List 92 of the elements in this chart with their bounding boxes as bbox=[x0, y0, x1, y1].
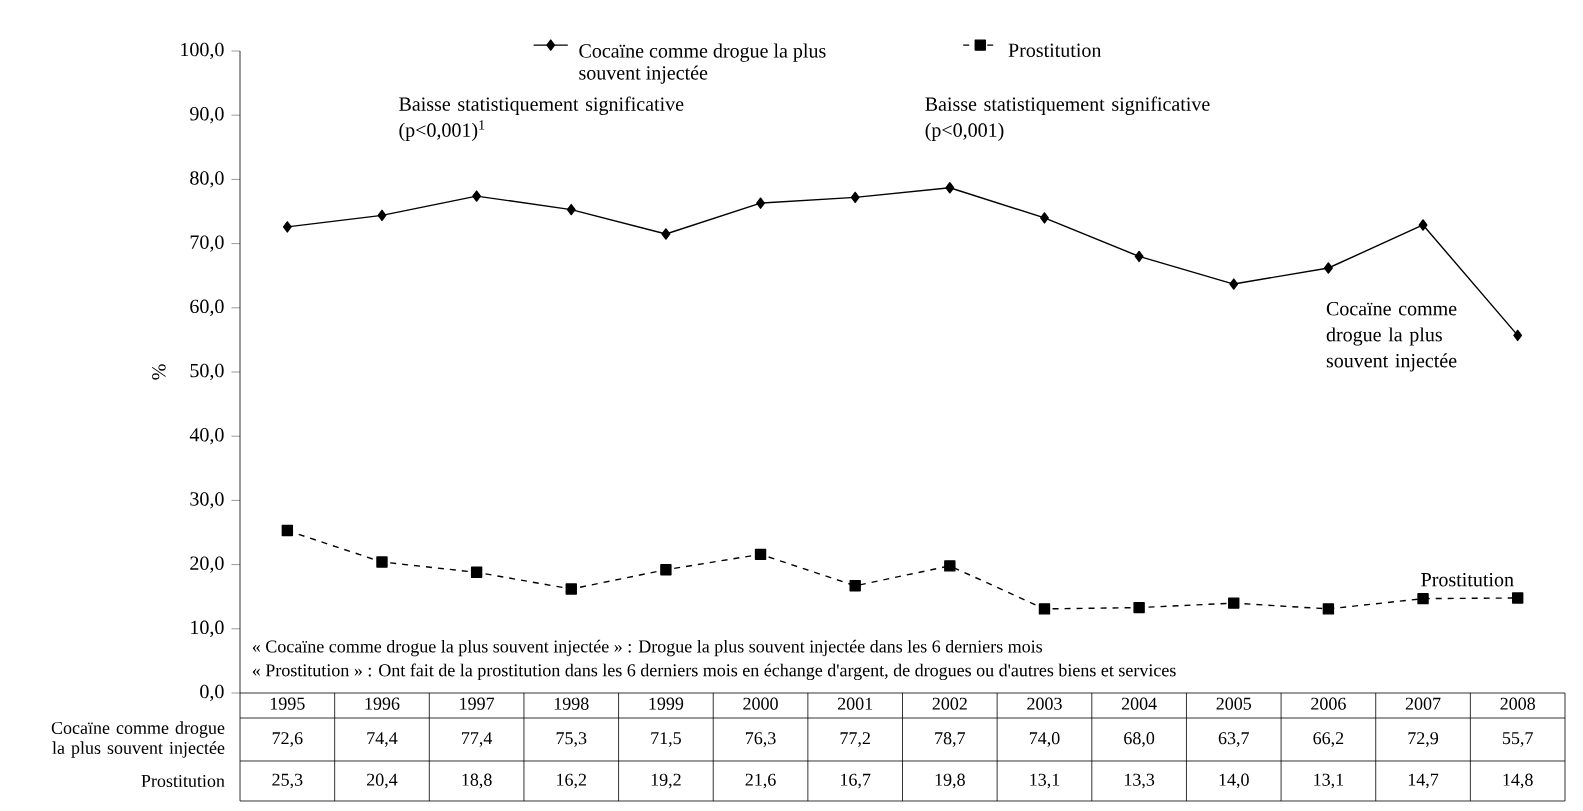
y-tick-label: 100,0 bbox=[181, 42, 224, 60]
data-label: 18,8 bbox=[462, 773, 492, 789]
point bbox=[1229, 278, 1239, 290]
data-label: 71,5 bbox=[651, 732, 681, 747]
x-tick-label: 2004 bbox=[1121, 697, 1157, 710]
y-tick-label: 80,0 bbox=[190, 171, 224, 188]
point bbox=[1513, 329, 1523, 342]
point bbox=[945, 182, 955, 194]
data-label: 13,1 bbox=[1030, 773, 1060, 789]
y-tick-label: 10,0 bbox=[191, 620, 224, 637]
x-tick-label: 2008 bbox=[1500, 697, 1535, 710]
point bbox=[1417, 592, 1429, 605]
x-tick-label: 2006 bbox=[1311, 697, 1346, 710]
data-label: 77,2 bbox=[840, 732, 870, 747]
y-tick-label: 0,0 bbox=[200, 684, 224, 702]
data-label: 63,7 bbox=[1218, 732, 1249, 747]
point bbox=[1322, 603, 1335, 615]
data-label: 68,0 bbox=[1124, 732, 1155, 747]
point bbox=[566, 203, 576, 216]
data-label: 14,7 bbox=[1408, 773, 1439, 789]
x-tick-label: 2000 bbox=[743, 697, 778, 710]
annotation: Baisse statistiquement significative (p<0,001) bbox=[925, 96, 1210, 141]
y-tick-label: 30,0 bbox=[190, 492, 224, 509]
point bbox=[282, 221, 292, 233]
data-label: 19,8 bbox=[935, 773, 965, 789]
data-label: 25,3 bbox=[272, 773, 303, 789]
point bbox=[1323, 262, 1333, 274]
point bbox=[849, 580, 861, 592]
text: Cocaïne comme drogue la plus souvent injectée bbox=[51, 721, 225, 758]
point bbox=[377, 209, 387, 222]
point bbox=[661, 228, 671, 240]
point bbox=[1228, 597, 1240, 609]
x-tick-label: 2007 bbox=[1405, 697, 1441, 710]
data-label: 72,9 bbox=[1408, 732, 1439, 747]
point bbox=[1511, 592, 1524, 604]
x-tick-label: 2003 bbox=[1027, 697, 1062, 710]
point bbox=[1040, 212, 1049, 224]
y-axis-title: % bbox=[152, 364, 166, 380]
x-tick-label: 1996 bbox=[365, 697, 400, 710]
y-tick-label: 90,0 bbox=[190, 107, 224, 124]
data-label: 20,4 bbox=[367, 773, 398, 789]
data-label: 66,2 bbox=[1313, 732, 1344, 747]
y-tick-label: 40,0 bbox=[189, 428, 224, 445]
data-label: 74,0 bbox=[1029, 732, 1060, 747]
data-label: 74,4 bbox=[367, 732, 398, 747]
annotation: « Cocaïne comme drogue la plus souvent injectée » : Drogue la plus souvent injectée dans les 6 derniers mois bbox=[252, 639, 1043, 657]
point bbox=[1133, 601, 1145, 614]
data-label: 76,3 bbox=[745, 732, 776, 747]
data-label: 55,7 bbox=[1502, 732, 1533, 747]
data-label: 21,6 bbox=[745, 773, 776, 789]
y-tick-label: 20,0 bbox=[190, 556, 224, 573]
point bbox=[470, 566, 483, 579]
x-tick-label: 2001 bbox=[837, 697, 873, 710]
point bbox=[660, 564, 672, 576]
data-label: 75,3 bbox=[556, 732, 587, 747]
point bbox=[944, 560, 956, 572]
data-label: 13,3 bbox=[1124, 773, 1155, 789]
data-label: 14,0 bbox=[1219, 773, 1249, 789]
annotation: « Prostitution » : Ont fait de la prostitution dans les 6 derniers mois en échange d'argent, de drogues ou d'autres biens et services bbox=[252, 663, 1176, 681]
data-label: 77,4 bbox=[462, 732, 493, 747]
annotation: Cocaïne comme drogue la plus souvent injectée bbox=[1326, 302, 1457, 372]
point bbox=[565, 583, 577, 595]
legend-label: Prostitution bbox=[1008, 43, 1102, 58]
point bbox=[376, 556, 388, 568]
x-tick-label: 1997 bbox=[460, 697, 495, 710]
point bbox=[850, 191, 860, 204]
point bbox=[756, 197, 765, 209]
x-tick-label: 2002 bbox=[932, 697, 967, 710]
legend-label: Cocaïne comme drogue la plus souvent injectée bbox=[579, 43, 826, 84]
y-tick-label: 50,0 bbox=[190, 363, 224, 381]
point bbox=[281, 524, 294, 537]
data-label: 19,2 bbox=[651, 773, 681, 789]
point bbox=[754, 548, 767, 561]
point bbox=[1134, 250, 1144, 263]
x-tick-label: 1995 bbox=[270, 697, 305, 710]
point bbox=[472, 190, 482, 202]
data-label: 78,7 bbox=[935, 732, 966, 747]
point bbox=[1418, 219, 1428, 231]
annotation: Baisse statistiquement significative (p<0,001)$^{1}$ bbox=[399, 96, 684, 141]
y-tick-label: 60,0 bbox=[190, 299, 224, 316]
x-tick-label: 2005 bbox=[1216, 697, 1252, 710]
data-label: 16,2 bbox=[557, 773, 587, 789]
data-label: 72,6 bbox=[272, 732, 303, 747]
x-tick-label: 1998 bbox=[554, 697, 589, 710]
y-tick-label: 70,0 bbox=[190, 235, 224, 252]
data-label: 13,1 bbox=[1314, 773, 1344, 789]
data-label: 14,8 bbox=[1503, 773, 1533, 789]
x-tick-label: 1999 bbox=[649, 697, 684, 710]
data-label: 16,7 bbox=[841, 773, 871, 789]
annotation: Prostitution bbox=[1421, 572, 1514, 587]
point bbox=[1038, 603, 1051, 615]
text: Prostitution bbox=[141, 774, 225, 788]
